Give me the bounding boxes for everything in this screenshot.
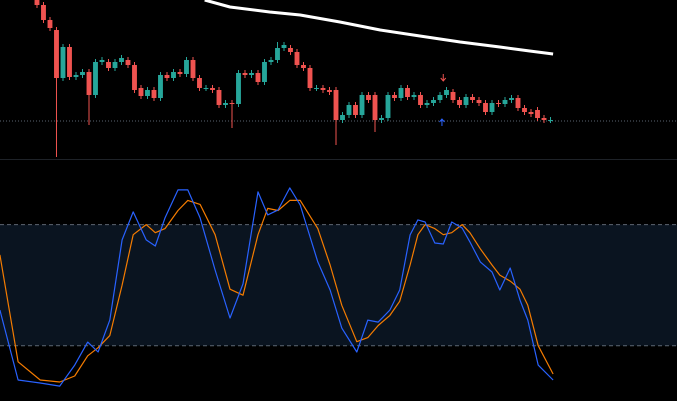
candle-body bbox=[268, 60, 274, 62]
candle-body bbox=[93, 62, 98, 95]
candle-body bbox=[86, 72, 92, 95]
candle-body bbox=[145, 90, 150, 96]
candle-body bbox=[515, 98, 521, 108]
candle-body bbox=[236, 73, 241, 104]
candle-body bbox=[535, 110, 540, 118]
candle-body bbox=[444, 90, 449, 95]
candle-body bbox=[398, 88, 404, 98]
candle-body bbox=[548, 120, 553, 121]
candle-body bbox=[223, 103, 228, 105]
candle-body bbox=[119, 58, 124, 62]
oscillator-line bbox=[0, 187, 554, 387]
candle-body bbox=[541, 118, 547, 120]
candle-body bbox=[47, 20, 53, 28]
candle-body bbox=[457, 100, 462, 105]
candle-body bbox=[437, 95, 443, 100]
candle-body bbox=[288, 48, 293, 52]
candle-body bbox=[418, 95, 423, 105]
candle-body bbox=[158, 75, 163, 98]
candle-body bbox=[385, 95, 391, 118]
candle-body bbox=[34, 0, 40, 5]
candle-body bbox=[314, 88, 319, 89]
candle-body bbox=[301, 65, 306, 68]
candle-body bbox=[151, 90, 157, 98]
level-band bbox=[0, 224, 677, 346]
candle-body bbox=[327, 90, 332, 92]
candle-body bbox=[216, 90, 222, 105]
oscillator-line bbox=[0, 199, 554, 383]
candle-body bbox=[509, 98, 514, 100]
candle-body bbox=[496, 103, 501, 104]
candle-body bbox=[431, 100, 436, 103]
candle-body bbox=[392, 95, 397, 98]
candle-body bbox=[307, 68, 313, 88]
candle-body bbox=[405, 88, 410, 97]
candle-body bbox=[476, 100, 482, 103]
candle-body bbox=[463, 97, 469, 105]
candle-body bbox=[333, 90, 339, 120]
candle-body bbox=[366, 95, 371, 100]
candle-body bbox=[483, 103, 488, 112]
candle-body bbox=[67, 47, 72, 77]
candle-body bbox=[372, 95, 378, 120]
signal-arrow bbox=[440, 74, 447, 82]
candle-body bbox=[379, 118, 384, 120]
candle-body bbox=[229, 103, 235, 104]
candle-body bbox=[275, 48, 280, 60]
candle-body bbox=[320, 88, 326, 90]
candle-body bbox=[210, 88, 215, 90]
candle-body bbox=[262, 62, 267, 82]
candle-body bbox=[353, 105, 358, 115]
candle-body bbox=[424, 103, 430, 105]
candle-body bbox=[340, 115, 345, 120]
candle-body bbox=[411, 95, 417, 97]
moving-average bbox=[204, 0, 554, 56]
candle-body bbox=[294, 52, 300, 65]
candle-body bbox=[522, 108, 527, 112]
candle-body bbox=[502, 100, 508, 104]
candle-body bbox=[281, 45, 287, 48]
candle-body bbox=[197, 78, 202, 88]
candle-body bbox=[359, 95, 365, 115]
candle-body bbox=[41, 5, 46, 20]
candle-body bbox=[99, 60, 105, 62]
candle-body bbox=[190, 60, 196, 78]
candle-body bbox=[450, 92, 456, 100]
candle-body bbox=[249, 73, 254, 75]
candle-body bbox=[171, 72, 176, 78]
candle-body bbox=[106, 62, 111, 68]
candle-body bbox=[203, 88, 209, 89]
candle-body bbox=[164, 75, 170, 78]
candle-body bbox=[470, 97, 475, 100]
candle-body bbox=[138, 88, 144, 96]
candle-body bbox=[346, 105, 352, 115]
candle-body bbox=[255, 73, 261, 82]
candle-body bbox=[125, 60, 131, 65]
candle-body bbox=[132, 65, 137, 90]
candle-body bbox=[177, 72, 183, 74]
candle-body bbox=[73, 75, 79, 77]
candle-body bbox=[60, 47, 66, 78]
candle-body bbox=[242, 73, 248, 75]
candle-body bbox=[528, 112, 534, 114]
candle-body bbox=[489, 103, 495, 112]
candle-body bbox=[54, 30, 59, 78]
candle-body bbox=[112, 62, 118, 68]
signal-arrow bbox=[439, 118, 445, 126]
candle-body bbox=[80, 72, 85, 75]
candle-body bbox=[184, 60, 189, 74]
